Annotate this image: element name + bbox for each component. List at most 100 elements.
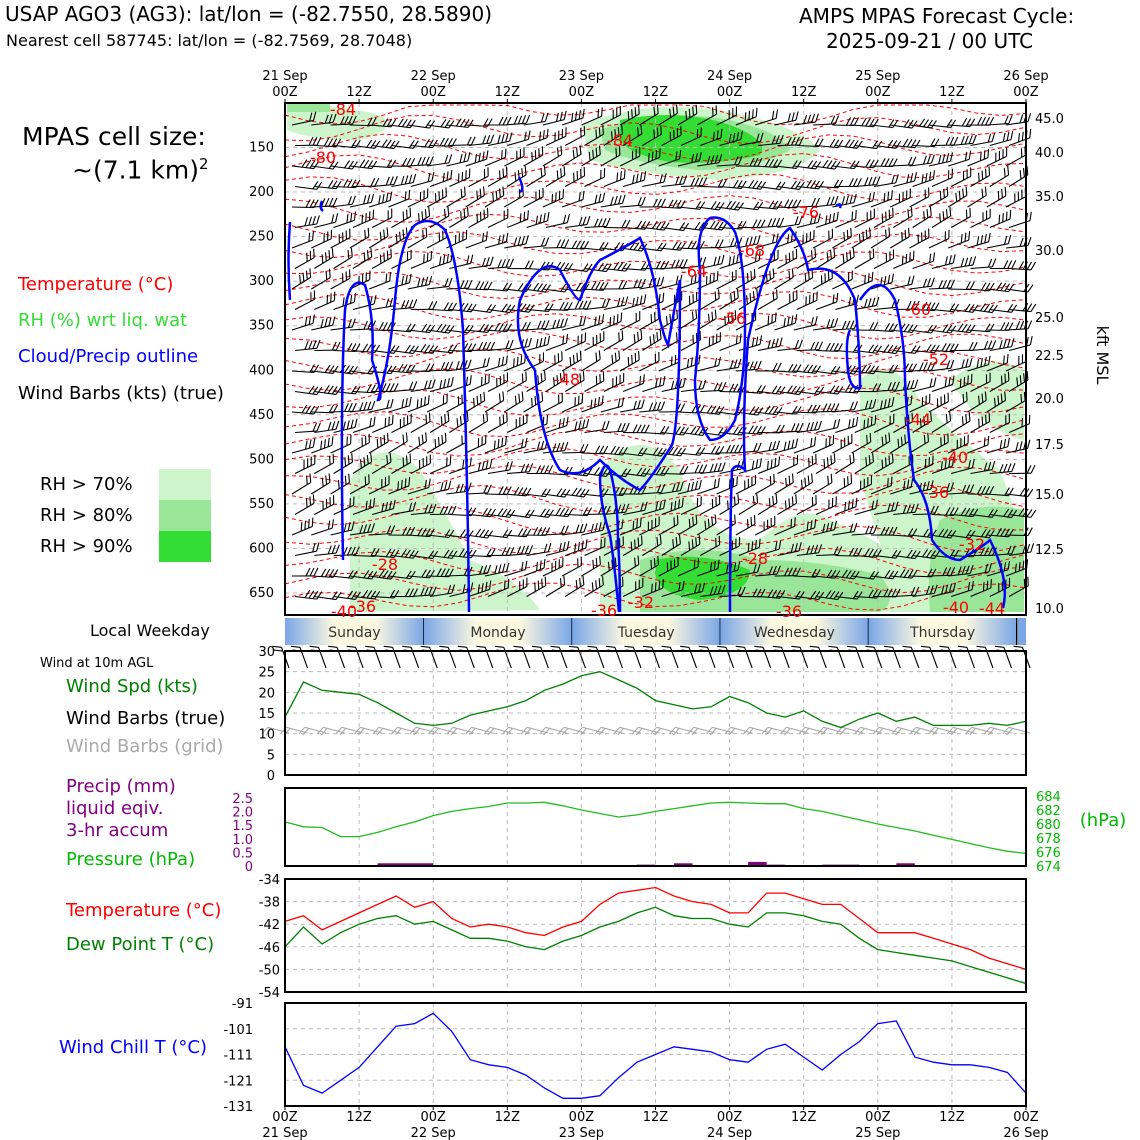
wind-barb xyxy=(294,181,323,190)
bottom-x-tick: 12Z xyxy=(939,1110,965,1125)
wind-barb xyxy=(311,113,337,126)
temperature-contour xyxy=(284,195,1027,223)
wind-barb xyxy=(931,375,955,393)
pressure-tick: 500 xyxy=(249,452,274,467)
precip-bar xyxy=(896,863,915,866)
wind-barb xyxy=(928,392,949,413)
x-tick-hour: 00Z xyxy=(272,85,298,100)
height-tick: 12.5 xyxy=(1035,543,1064,558)
wind-barb xyxy=(294,385,323,396)
pressure-tick: 150 xyxy=(249,141,274,156)
wind-y-tick: 20 xyxy=(258,686,275,701)
wind-barb xyxy=(372,499,396,516)
wind-barb xyxy=(388,570,416,580)
wind-barb xyxy=(758,337,783,352)
wind-barb xyxy=(311,316,336,331)
wind-barb xyxy=(407,275,433,290)
wind-barb xyxy=(545,416,569,434)
precip-pressure-panel xyxy=(284,787,1027,867)
wind-barb xyxy=(311,473,331,495)
wind-barb xyxy=(970,509,998,518)
wind-barb xyxy=(854,499,879,516)
cell-size-value: ~(7.1 km)2 xyxy=(72,155,209,184)
wind-barb-grid xyxy=(354,726,382,736)
wind-barb xyxy=(873,381,900,393)
wind-barb xyxy=(430,344,458,354)
wind-barb xyxy=(562,523,588,536)
wind-barb xyxy=(870,119,899,129)
wind-barb xyxy=(832,401,858,413)
wind-barb xyxy=(314,248,334,269)
wind-barb xyxy=(735,442,762,454)
wind-barb xyxy=(912,412,932,433)
wind-barb xyxy=(893,172,918,188)
wind-barb xyxy=(542,351,563,372)
wind-barb xyxy=(581,445,609,455)
temperature-label: -28 xyxy=(372,555,398,574)
wind-barb xyxy=(680,221,709,232)
temperature-label: -60 xyxy=(905,300,931,319)
cloud-outline xyxy=(858,283,1007,609)
wind-barb xyxy=(989,304,1018,313)
wind-barb xyxy=(777,180,805,190)
wind-barb xyxy=(700,535,721,556)
wind-barb xyxy=(430,302,457,312)
wind-barb xyxy=(793,364,821,374)
rh-area xyxy=(928,506,1024,612)
wind-barb xyxy=(793,268,814,290)
wind-barb xyxy=(291,517,314,536)
wind-barb xyxy=(349,400,376,413)
wind-barb xyxy=(562,443,589,454)
wind-barb xyxy=(870,526,898,536)
wind-barb xyxy=(391,140,419,149)
wind-barb xyxy=(426,480,452,495)
wind-barb xyxy=(639,242,667,252)
wind-barb xyxy=(542,239,570,249)
wind-barb xyxy=(314,591,342,601)
wind-barb xyxy=(333,211,357,229)
wind-barb xyxy=(407,478,431,495)
wind-barb xyxy=(948,484,975,495)
rh-legend-90: RH > 90% xyxy=(40,536,133,557)
wind-barb xyxy=(793,229,815,249)
wind-barb xyxy=(619,147,641,167)
wind-barb xyxy=(774,231,797,249)
wind-barb xyxy=(832,522,858,536)
wind-barb xyxy=(967,485,995,495)
wind-barb xyxy=(754,474,775,495)
wind-barb xyxy=(719,130,744,147)
wind-barb xyxy=(835,590,863,600)
wind-barb xyxy=(755,200,783,210)
temperature-y-tick: -50 xyxy=(259,963,280,978)
wind-barb xyxy=(931,457,955,475)
wind-barb xyxy=(333,343,361,353)
wind-barb xyxy=(815,453,836,474)
wind-barb xyxy=(487,412,508,433)
wind-barb-grid xyxy=(946,726,975,736)
wind-barb xyxy=(658,481,684,495)
wind-barb xyxy=(873,139,902,149)
wind-barb xyxy=(333,546,360,557)
precip-y-tick: 0.5 xyxy=(232,846,253,861)
wind-barb xyxy=(600,280,628,290)
pressure-tick: 600 xyxy=(249,541,274,556)
wind-barb xyxy=(947,434,969,454)
wind-barb xyxy=(407,188,429,208)
weekday-cell xyxy=(1018,618,1026,645)
wind-barb-grid xyxy=(817,726,845,736)
wind-barb xyxy=(391,299,418,311)
wind-barb xyxy=(774,438,799,454)
temperature-label: -28 xyxy=(742,549,768,568)
wind-barb xyxy=(948,529,976,539)
wind-barb xyxy=(758,424,785,434)
temperature-label: -36 xyxy=(923,483,949,502)
wind-barb xyxy=(835,416,859,434)
wind-barb xyxy=(526,543,552,557)
wind-barb xyxy=(815,496,837,515)
wind-barb xyxy=(870,570,899,580)
wind-barb xyxy=(349,117,377,127)
temperature-panel xyxy=(284,878,1027,993)
wind-barb xyxy=(619,311,641,331)
wind-barb-grid xyxy=(965,726,994,736)
wind-barb xyxy=(352,548,380,557)
